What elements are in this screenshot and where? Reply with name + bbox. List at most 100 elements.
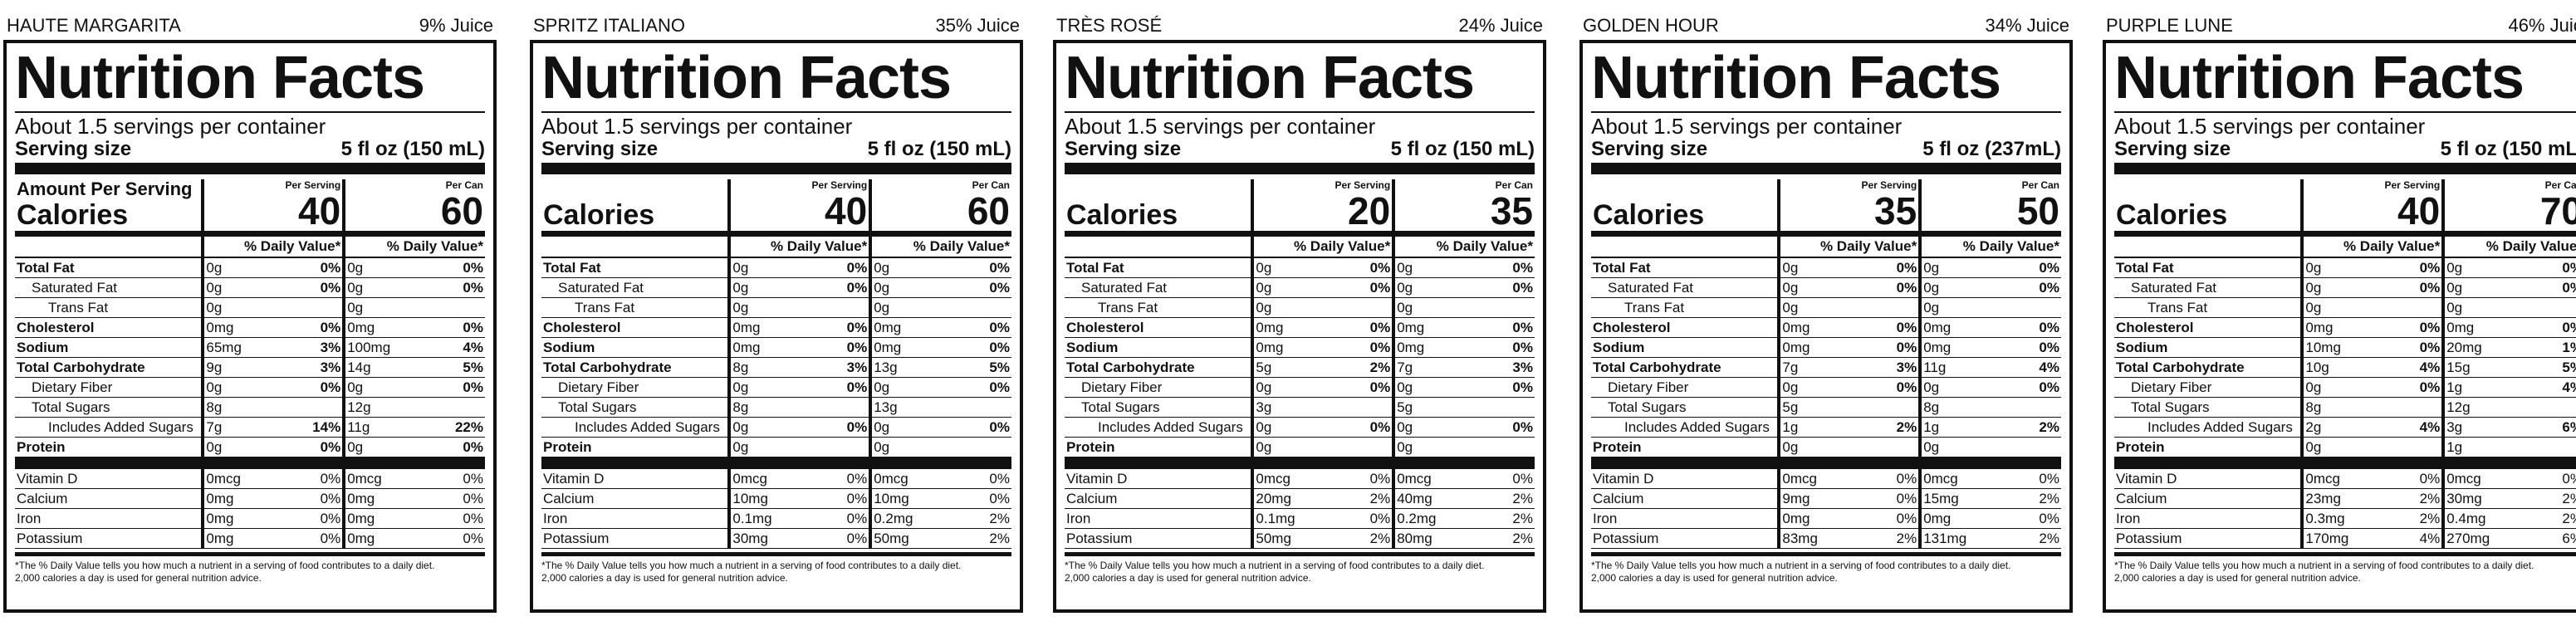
amount-per-can: 7g — [1392, 357, 1455, 378]
nutrient-name: Total Sugars — [15, 397, 203, 418]
amount-per-serving: 0g — [1777, 257, 1840, 278]
daily-value-per-can: 0% — [931, 277, 1011, 298]
amount-per-can: 0g — [1392, 257, 1455, 278]
nutrient-name: Trans Fat — [1591, 297, 1780, 318]
amount-per-can: 0g — [869, 277, 932, 298]
nutrient-name: Vitamin D — [1591, 469, 1780, 489]
nutrient-name: Calcium — [15, 488, 203, 509]
product-label: HAUTE MARGARITA 9% Juice Nutrition Facts Ab… — [3, 15, 497, 621]
footnote-line-1: *The % Daily Value tells you how much a … — [15, 560, 435, 571]
thick-divider-row — [1065, 457, 1535, 469]
calories-per-serving: 40 — [825, 189, 868, 231]
nutrient-row: Trans Fat 0g 0g — [541, 297, 1011, 318]
calories-divider — [2114, 231, 2576, 237]
calories-per-can: 60 — [967, 189, 1010, 231]
daily-value-per-can: 0% — [2504, 469, 2576, 489]
footnote-line-1: *The % Daily Value tells you how much a … — [541, 560, 962, 571]
amount-per-can: 50mg — [869, 528, 932, 549]
daily-value-per-serving: 4% — [2363, 528, 2444, 549]
daily-value-per-can: 0% — [1454, 417, 1535, 438]
header-spacer — [1065, 237, 1253, 258]
amount-per-can: 0mg — [1918, 317, 1981, 338]
calories-label-cell: Amount Per Serving Calories — [15, 179, 203, 231]
nutrition-facts-panel: Nutrition Facts About 1.5 servings per co… — [1579, 40, 2073, 613]
daily-value-per-serving — [2363, 297, 2444, 318]
daily-value-header-row: % Daily Value*% Daily Value* — [1591, 237, 2061, 258]
daily-value-header-can: % Daily Value* — [1918, 237, 2061, 258]
calories-label-cell: Calories — [1065, 179, 1252, 231]
amount-per-serving: 5g — [1777, 397, 1840, 418]
amount-per-serving: 0.1mg — [727, 508, 791, 529]
daily-value-per-serving: 0% — [1313, 417, 1394, 438]
daily-value-per-serving: 3% — [1839, 357, 1921, 378]
nutrient-row: Total Sugars 8g 12g — [2114, 397, 2576, 418]
per-serving-label: Per Serving — [1861, 179, 1917, 191]
amount-per-serving: 0mcg — [1251, 469, 1314, 489]
product-name: SPRITZ ITALIANO — [533, 15, 685, 36]
nutrition-facts-title: Nutrition Facts — [2114, 45, 2525, 111]
product-label: TRÈS ROSÉ 24% Juice Nutrition Facts About 1… — [1053, 15, 1546, 621]
amount-per-can: 0g — [1392, 377, 1455, 398]
daily-value-per-serving: 3% — [790, 357, 871, 378]
calories-per-serving-cell: Per Serving 35 — [1777, 179, 1921, 231]
amount-per-can: 5g — [1392, 397, 1455, 418]
daily-value-header-row: % Daily Value*% Daily Value* — [541, 237, 1011, 258]
daily-value-per-can: 2% — [1454, 508, 1535, 529]
header-spacer — [15, 237, 203, 258]
daily-value-per-serving: 0% — [1313, 277, 1394, 298]
amount-per-can: 3g — [2441, 417, 2505, 438]
daily-value-per-can: 0% — [1981, 257, 2061, 278]
daily-value-per-can: 2% — [931, 508, 1011, 529]
daily-value-per-can — [1454, 297, 1535, 318]
calories-per-serving: 20 — [1348, 189, 1391, 231]
daily-value-per-can: 4% — [2504, 377, 2576, 398]
daily-value-per-can: 0% — [404, 277, 485, 298]
daily-value-per-serving: 0% — [1313, 337, 1394, 358]
amount-per-serving: 7g — [1777, 357, 1840, 378]
nutrient-name: Total Sugars — [1065, 397, 1253, 418]
nutrient-row: Protein 0g 1g — [2114, 437, 2576, 457]
amount-per-serving: 8g — [727, 397, 791, 418]
amount-per-can: 0g — [1918, 437, 1981, 457]
amount-per-can: 30mg — [2441, 488, 2505, 509]
calories-per-serving: 40 — [298, 189, 341, 231]
divider — [1591, 111, 2061, 113]
amount-per-serving: 83mg — [1777, 528, 1840, 549]
nutrient-name: Calcium — [541, 488, 730, 509]
amount-per-can: 0g — [1918, 297, 1981, 318]
nutrient-name: Vitamin D — [15, 469, 203, 489]
daily-value-per-serving: 0% — [790, 508, 871, 529]
product-header: PURPLE LUNE 46% Juice — [2103, 15, 2576, 40]
serving-size-value: 5 fl oz (150 mL) — [867, 138, 1011, 160]
calories-divider — [541, 231, 1011, 237]
amount-per-serving: 0.1mg — [1251, 508, 1314, 529]
amount-per-serving: 0g — [2300, 377, 2363, 398]
nutrient-name: Includes Added Sugars — [541, 417, 730, 438]
footnote: *The % Daily Value tells you how much a … — [541, 552, 1011, 585]
amount-per-can: 0mg — [1392, 317, 1455, 338]
nutrient-row: Sodium 0mg 0% 0mg 0% — [1591, 337, 2061, 358]
daily-value-per-can: 0% — [931, 469, 1011, 489]
daily-value-per-serving: 2% — [1313, 357, 1394, 378]
nutrient-name: Includes Added Sugars — [1591, 417, 1780, 438]
amount-per-serving: 0mg — [1251, 337, 1314, 358]
amount-per-can: 0mg — [1392, 337, 1455, 358]
servings-per-container: About 1.5 servings per container — [1591, 114, 1903, 139]
daily-value-per-serving: 0% — [263, 488, 345, 509]
nutrient-row: Iron 0mg 0% 0mg 0% — [15, 508, 485, 529]
daily-value-header-serving: % Daily Value* — [2300, 237, 2444, 258]
nutrient-name: Trans Fat — [541, 297, 730, 318]
nutrient-row: Sodium 0mg 0% 0mg 0% — [541, 337, 1011, 358]
daily-value-per-can: 0% — [931, 377, 1011, 398]
daily-value-per-serving — [790, 397, 871, 418]
calories-per-can-cell: Per Can70 — [2441, 179, 2576, 231]
nutrient-name: Cholesterol — [541, 317, 730, 338]
daily-value-per-serving: 2% — [1313, 528, 1394, 549]
daily-value-per-can: 0% — [2504, 317, 2576, 338]
nutrient-name: Cholesterol — [1591, 317, 1780, 338]
nutrient-name: Sodium — [15, 337, 203, 358]
divider-cell — [2114, 457, 2576, 469]
daily-value-per-can: 0% — [1454, 277, 1535, 298]
